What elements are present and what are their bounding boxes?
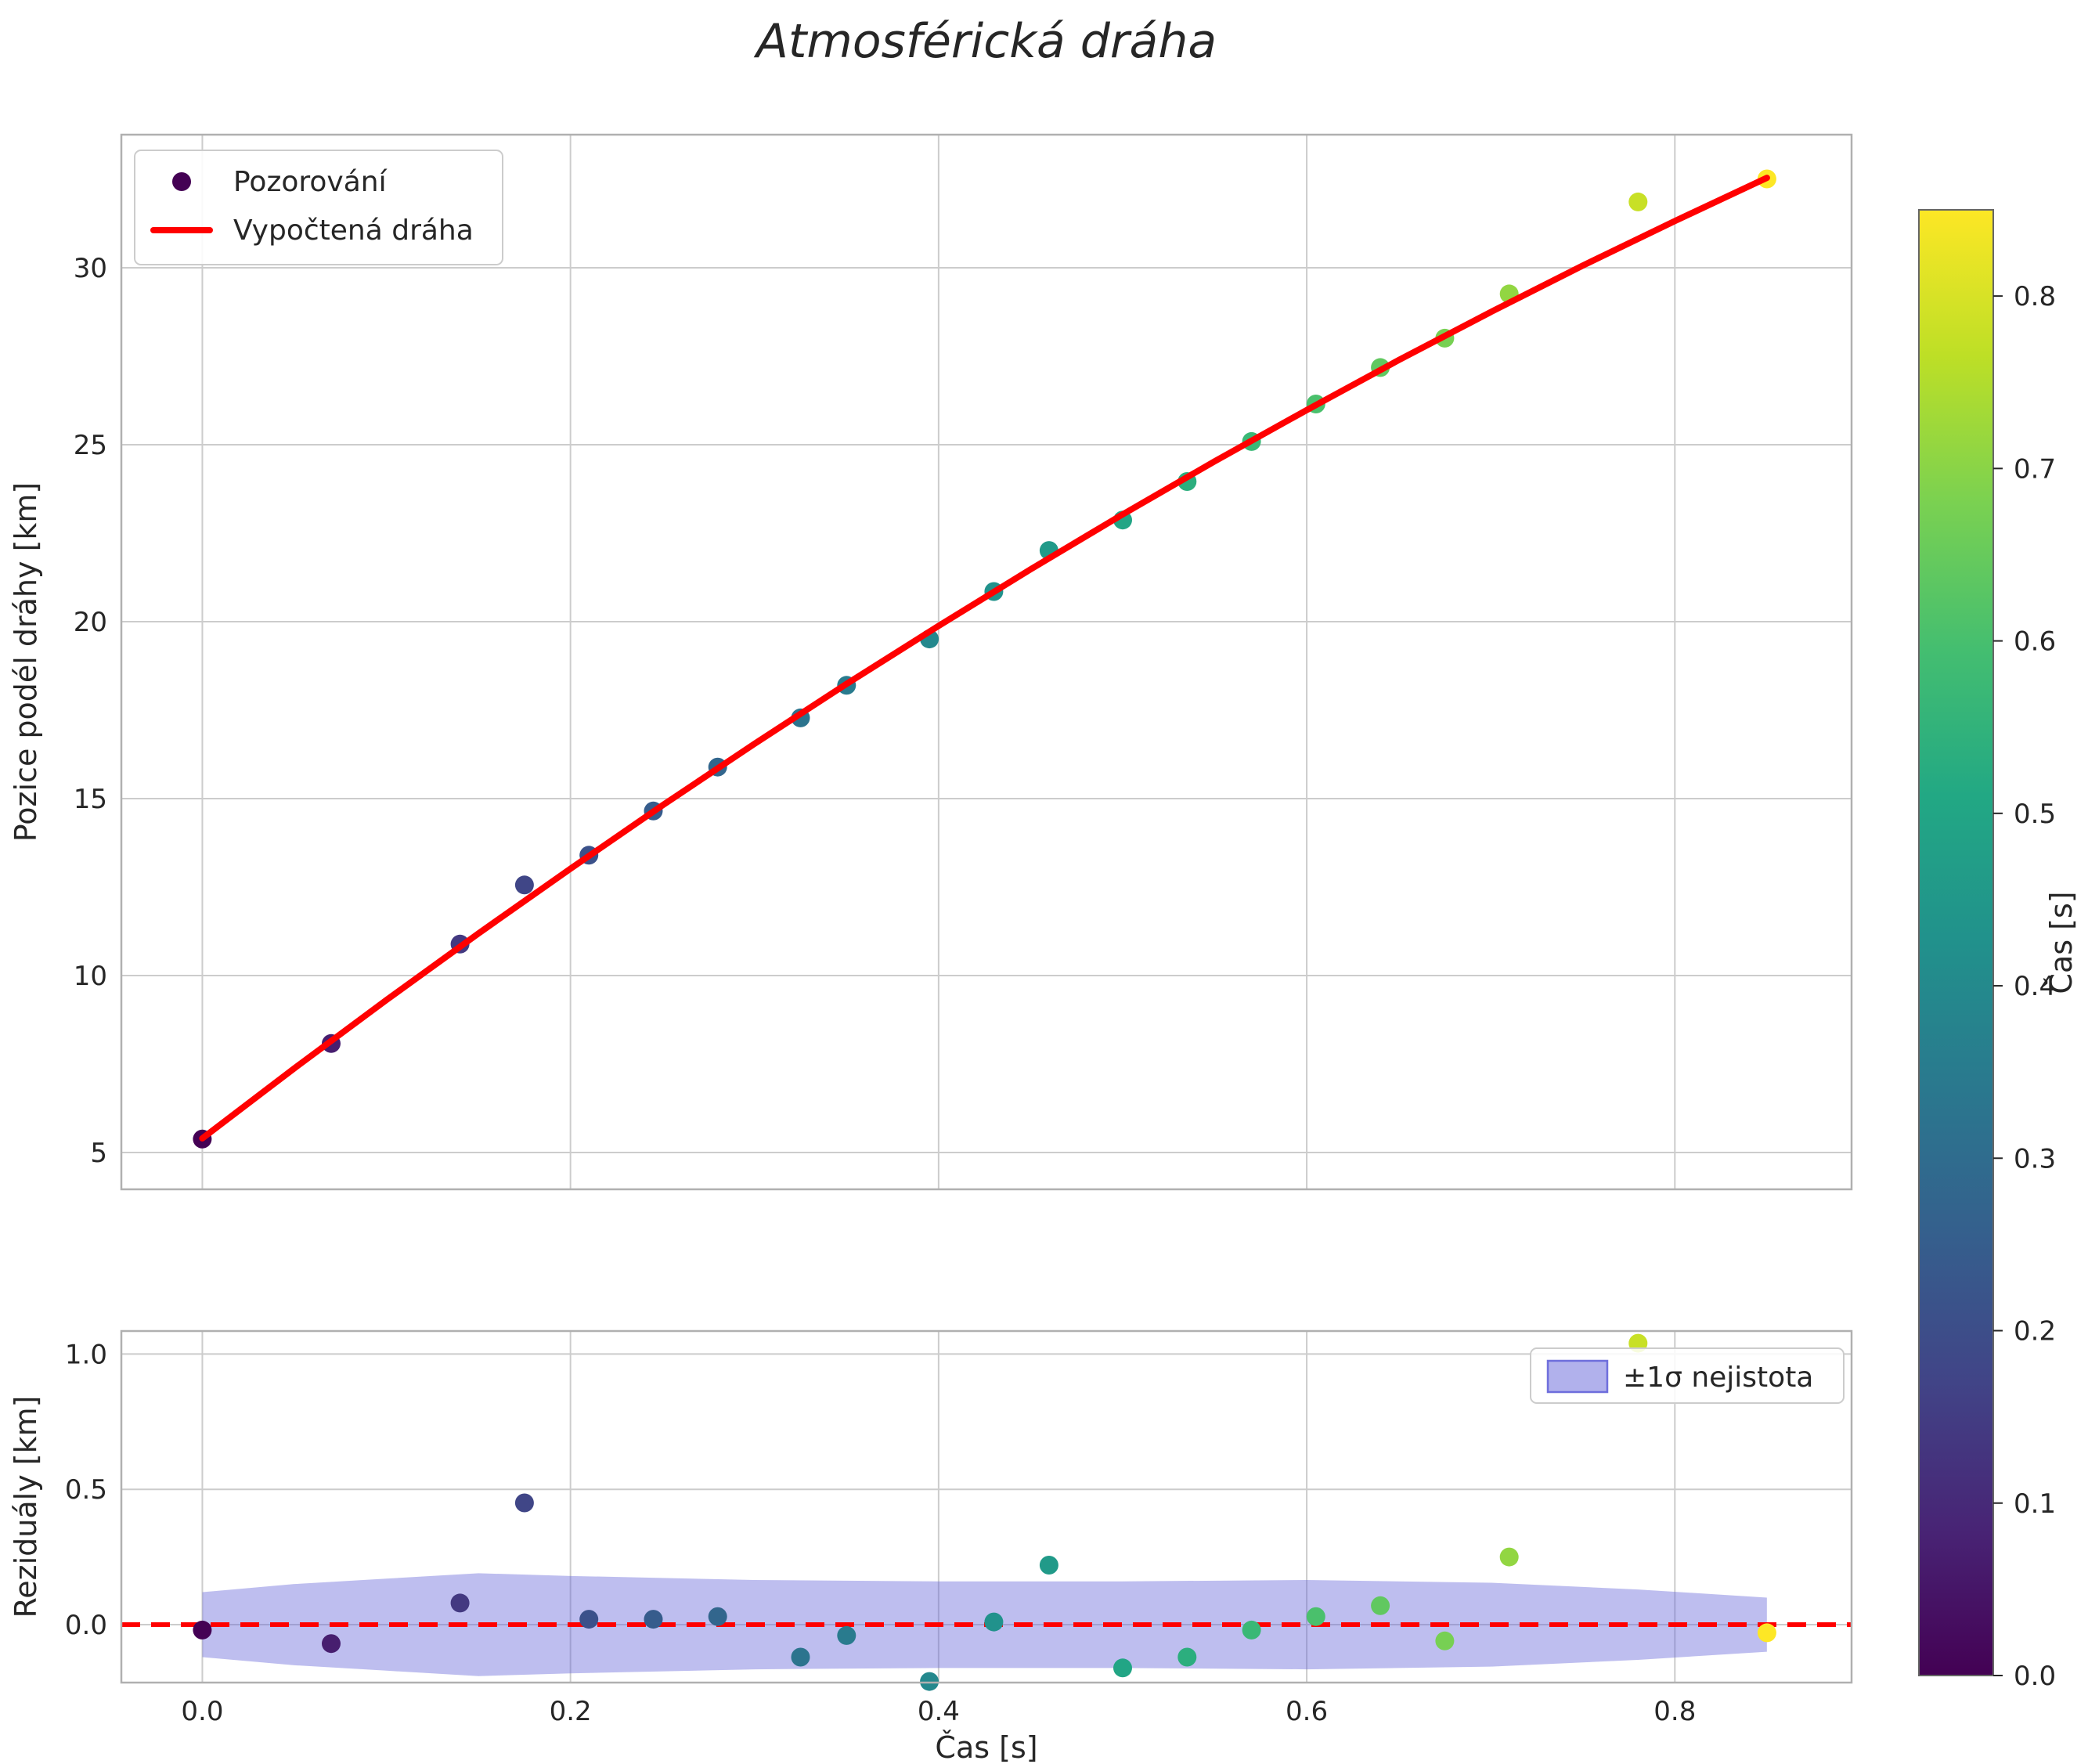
data-point [837, 1625, 856, 1645]
legend-box [1530, 1347, 1845, 1404]
data-point [514, 1493, 534, 1513]
data-point [1499, 1547, 1519, 1567]
colorbar-tick-label: 0.0 [2014, 1661, 2056, 1692]
data-point [984, 1612, 1004, 1632]
x-tick-label: 0.2 [550, 1696, 592, 1727]
data-point [791, 1647, 810, 1667]
legend-label-observations: Pozorování [233, 166, 388, 198]
colorbar-tick-label: 0.2 [2014, 1316, 2056, 1347]
legend-label-computed-path: Vypočtená dráha [233, 215, 474, 247]
x-axis-label: Čas [s] [935, 1730, 1037, 1764]
axes-frame [120, 133, 1853, 1191]
colorbar-tick-label: 0.6 [2014, 626, 2056, 658]
data-point [1628, 192, 1648, 211]
y-tick-label: 25 [74, 430, 107, 461]
y-axis-label: Reziduály [km] [9, 1396, 43, 1618]
colorbar-tick-label: 0.4 [2014, 971, 2056, 1002]
y-tick-label: 1.0 [65, 1339, 107, 1370]
legend-box [134, 150, 503, 265]
data-point [1039, 1556, 1058, 1575]
data-point [1113, 1658, 1132, 1678]
data-point [579, 1610, 599, 1629]
y-tick-label: 30 [74, 253, 107, 284]
y-tick-label: 0.5 [65, 1474, 107, 1506]
data-point [193, 1620, 212, 1640]
colorbar-label: Čas [s] [2044, 891, 2079, 994]
y-tick-label: 10 [74, 961, 107, 992]
chart-title: Atmosférická dráha [756, 14, 1217, 69]
y-axis-label: Pozice podél dráhy [km] [9, 482, 43, 842]
axes-frame [120, 1329, 1853, 1684]
data-point [514, 875, 534, 895]
data-point [1242, 1620, 1261, 1640]
x-tick-label: 0.8 [1653, 1696, 1696, 1727]
y-tick-label: 15 [74, 784, 107, 815]
data-point [1371, 1596, 1390, 1615]
data-point [1435, 1631, 1455, 1650]
x-tick-label: 0.6 [1286, 1696, 1328, 1727]
fitted-curve [199, 175, 1770, 1142]
legend-marker-band-patch-icon [1546, 1359, 1609, 1394]
y-tick-label: 20 [74, 607, 107, 638]
colorbar-gradient [1919, 210, 1993, 1676]
y-tick-label: 5 [90, 1138, 107, 1169]
colorbar-tick-label: 0.3 [2014, 1143, 2056, 1174]
data-point [920, 1672, 939, 1691]
colorbar-tick-label: 0.1 [2014, 1488, 2056, 1520]
data-point [450, 1593, 470, 1613]
x-tick-label: 0.4 [918, 1696, 960, 1727]
colorbar-tick-label: 0.7 [2014, 453, 2056, 485]
colorbar-tick-label: 0.5 [2014, 799, 2056, 830]
x-tick-label: 0.0 [181, 1696, 223, 1727]
data-point [1306, 1607, 1325, 1626]
legend-label-uncertainty: ±1σ nejistota [1623, 1362, 1813, 1394]
data-point [1177, 1647, 1197, 1667]
legend-marker-observation-dot-icon [172, 172, 191, 191]
colorbar-tick-label: 0.8 [2014, 281, 2056, 312]
data-point [644, 1610, 663, 1629]
data-point [1757, 1623, 1776, 1643]
data-point [322, 1634, 341, 1654]
data-point [708, 1607, 727, 1626]
colorbar-frame [1918, 209, 1994, 1676]
y-tick-label: 0.0 [65, 1610, 107, 1641]
